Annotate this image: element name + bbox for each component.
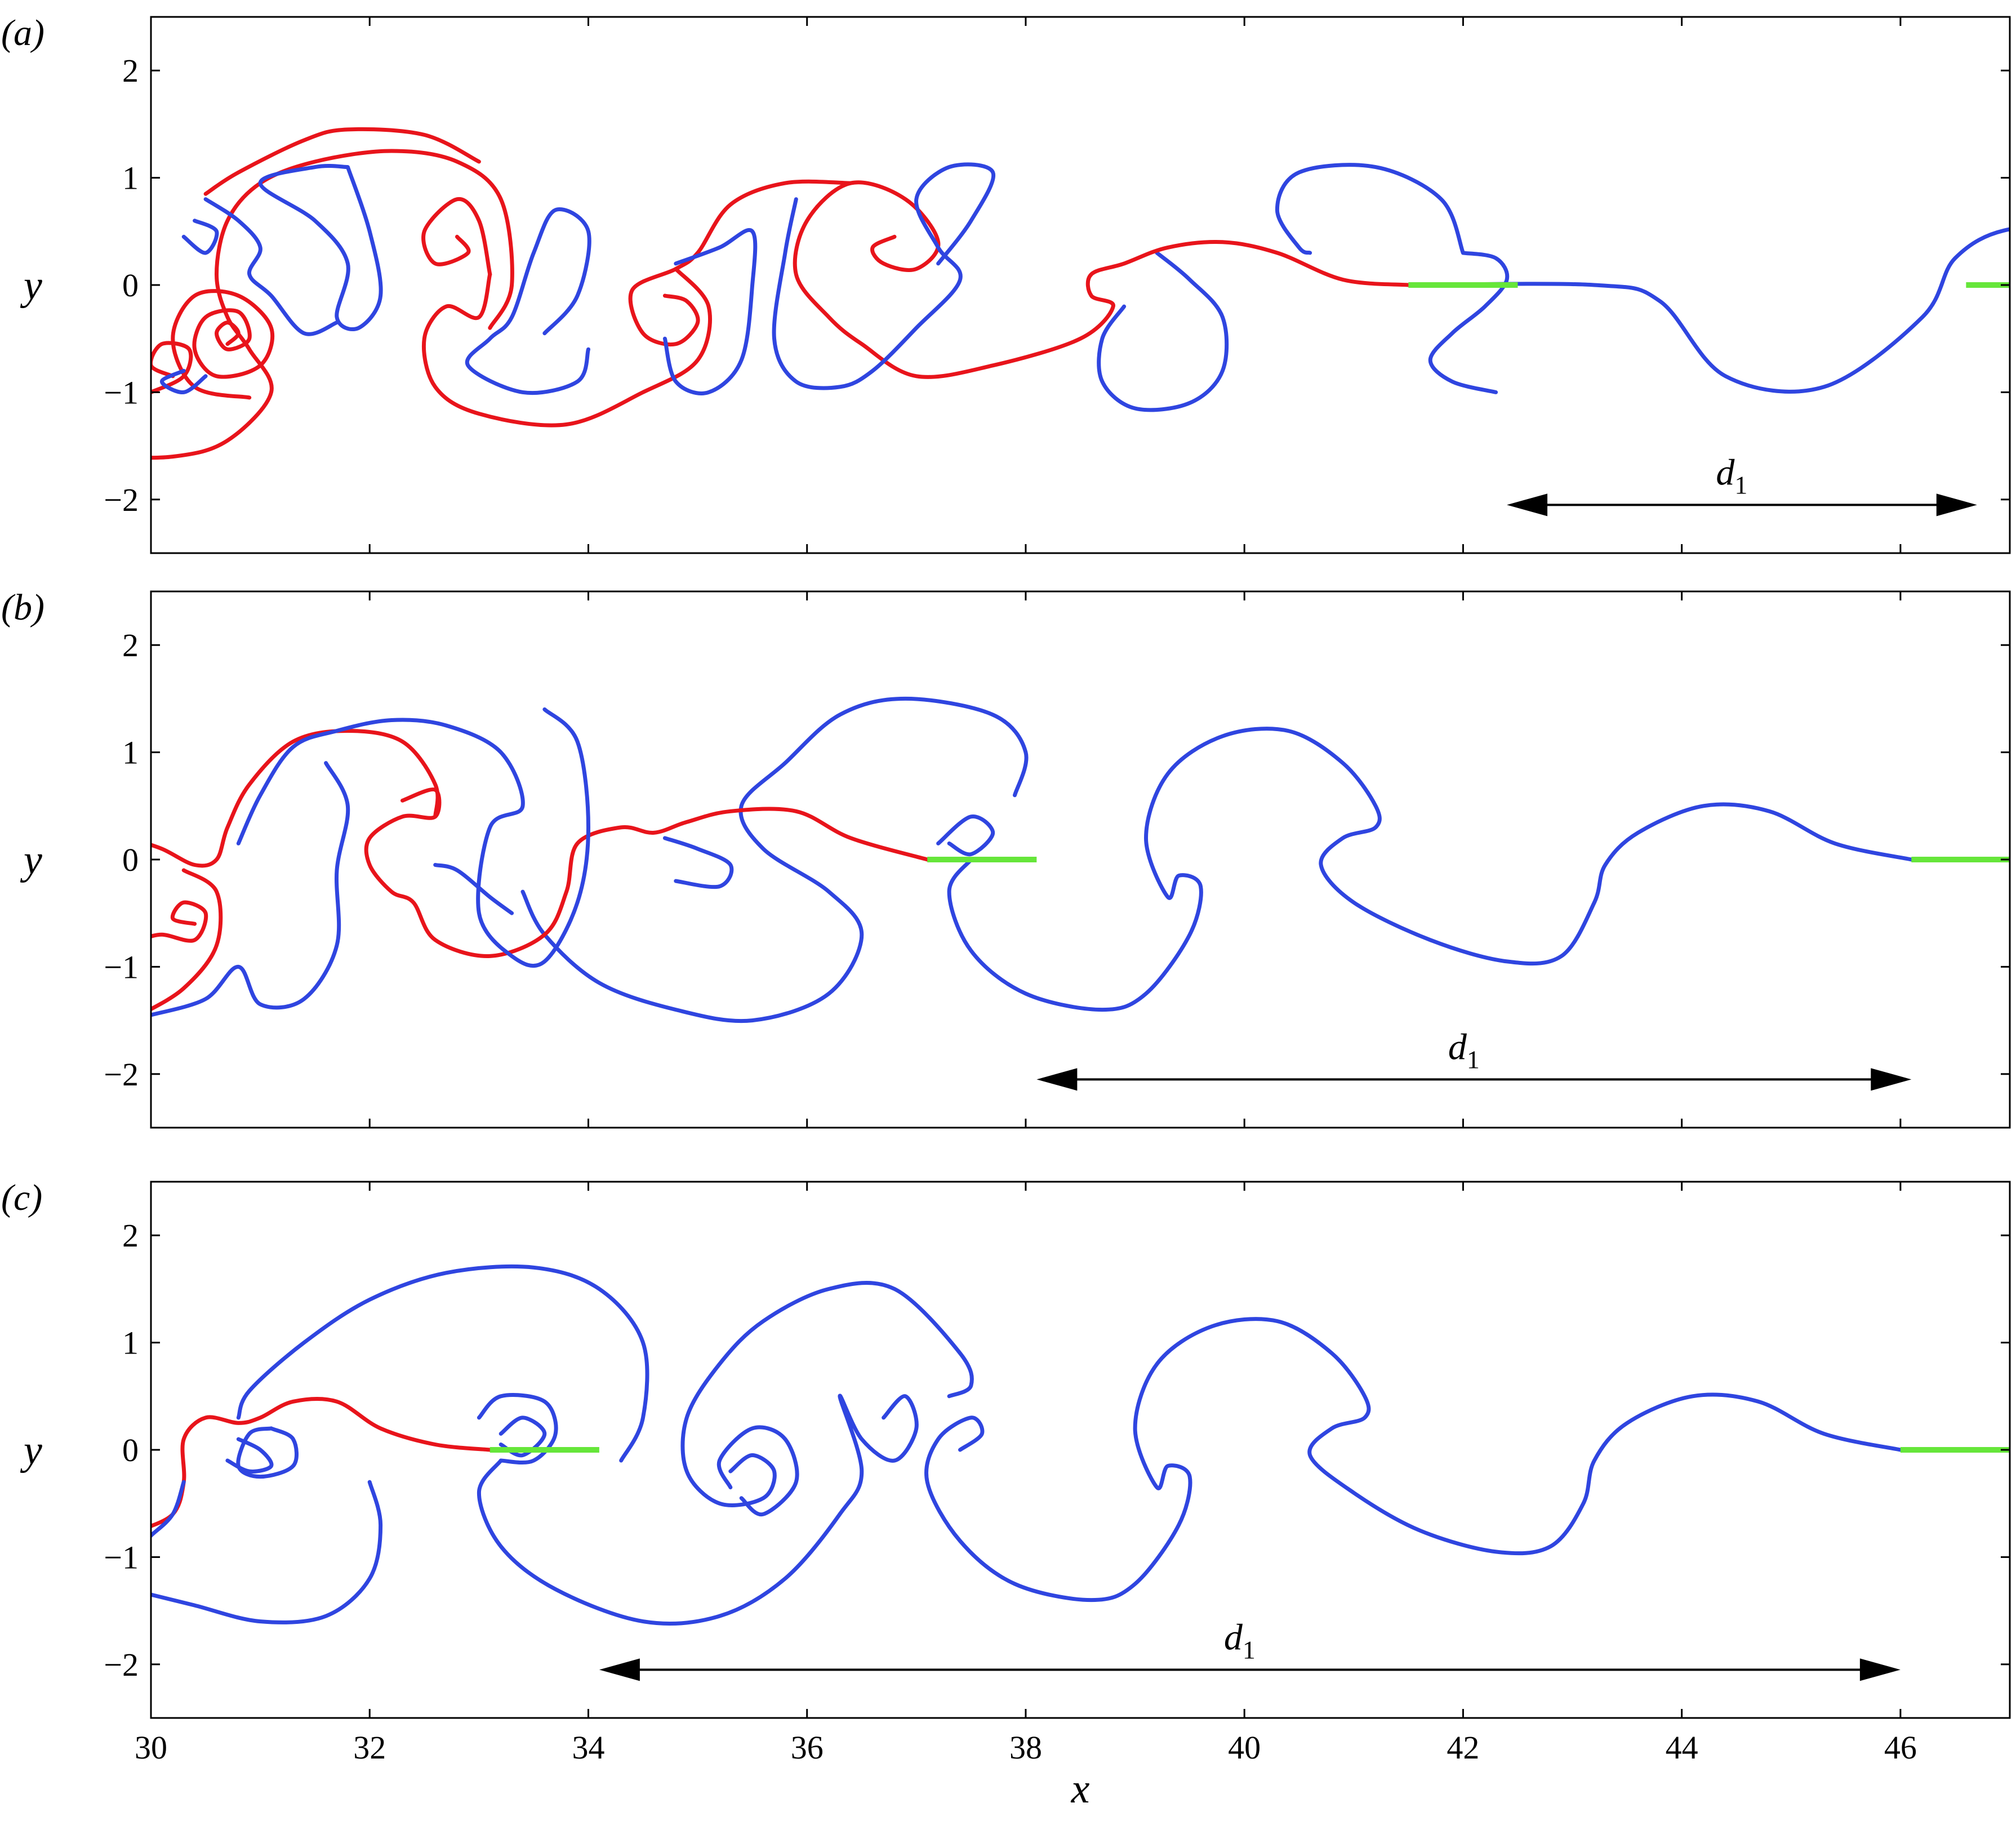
y-tick-label: 1 xyxy=(122,734,139,771)
blue-interface-curve xyxy=(772,162,996,390)
y-tick-label: 2 xyxy=(122,52,139,89)
blue-interface-curve xyxy=(680,1280,974,1507)
y-tick-label: 0 xyxy=(122,842,139,878)
blue-interface-curve xyxy=(151,761,350,1017)
y-tick-label: 2 xyxy=(122,1217,139,1254)
d1-label: d1 xyxy=(1448,1026,1480,1074)
y-tick-label: 1 xyxy=(122,1325,139,1361)
arrow-head-right xyxy=(1871,1068,1912,1091)
y-tick-label: −1 xyxy=(104,1539,139,1575)
series-group xyxy=(151,1264,2010,1626)
y-axis-title: y xyxy=(20,1427,42,1473)
x-tick-label: 36 xyxy=(791,1729,824,1766)
blue-interface-curve xyxy=(433,863,514,915)
arrow-head-right xyxy=(1936,493,1977,517)
blue-interface-curve xyxy=(181,219,219,255)
blue-interface-curve xyxy=(236,1264,649,1463)
x-tick-label: 44 xyxy=(1666,1729,1698,1766)
y-tick-label: −1 xyxy=(104,374,139,411)
d1-arrow: d1 xyxy=(1036,1026,1912,1091)
red-interface-curve xyxy=(151,868,223,1012)
blue-interface-curve xyxy=(499,1415,547,1458)
panel-3: 30 32 34 36 38 40 42 44 46 −2 −1 0 1 2 (c) y x d1 xyxy=(1,1177,2011,1812)
blue-interface-curve xyxy=(477,1394,919,1626)
x-tick-label: 42 xyxy=(1447,1729,1479,1766)
d1-arrow: d1 xyxy=(599,1617,1901,1681)
blue-interface-curve xyxy=(662,228,758,395)
blue-interface-curve xyxy=(151,1480,186,1539)
blue-interface-curve xyxy=(1428,251,1510,394)
blue-interface-curve xyxy=(236,707,590,968)
blue-interface-curve xyxy=(151,1480,383,1624)
y-tick-label: 2 xyxy=(122,627,139,664)
red-interface-curve xyxy=(203,127,481,196)
red-interface-curve xyxy=(151,900,208,943)
x-axis-title: x xyxy=(1071,1766,1090,1812)
y-axis-title: y xyxy=(20,262,42,309)
blue-interface-curve xyxy=(936,814,995,857)
y-tick-label: −2 xyxy=(104,1056,139,1093)
blue-interface-curve xyxy=(159,368,208,394)
y-tick-label: 0 xyxy=(122,267,139,304)
red-interface-curve xyxy=(151,341,193,394)
red-interface-curve xyxy=(628,179,853,346)
y-tick-label: 1 xyxy=(122,160,139,197)
y-tick-label: −2 xyxy=(104,482,139,518)
blue-interface-curve xyxy=(258,163,383,332)
x-tick-label: 30 xyxy=(135,1729,167,1766)
x-tick-label: 38 xyxy=(1009,1729,1042,1766)
arrow-head-left xyxy=(1507,493,1548,517)
red-interface-curve xyxy=(422,266,712,428)
panel-label: (a) xyxy=(1,12,44,54)
panel-2: −2 −1 0 1 2 (b) y d1 xyxy=(1,587,2011,1129)
arrow-head-left xyxy=(599,1658,640,1681)
series-group xyxy=(151,696,2010,1023)
arrow-head-right xyxy=(1859,1658,1901,1681)
blue-interface-curve xyxy=(520,696,1029,1023)
blue-interface-curve xyxy=(225,1437,274,1473)
d1-label: d1 xyxy=(1716,452,1747,499)
blue-interface-curve xyxy=(203,197,339,336)
d1-label: d1 xyxy=(1224,1617,1256,1664)
x-tick-label: 34 xyxy=(572,1729,604,1766)
panel-label: (b) xyxy=(1,587,44,628)
panel-1: −2 −1 0 1 2 (a) y d1 xyxy=(1,12,2011,554)
blue-interface-curve xyxy=(947,727,1913,1012)
blue-interface-curve xyxy=(1406,227,2010,394)
blue-interface-curve xyxy=(1275,163,1465,255)
x-tick-label: 46 xyxy=(1884,1729,1917,1766)
y-tick-label: 0 xyxy=(122,1432,139,1468)
blue-interface-curve xyxy=(924,1317,1903,1602)
blue-interface-curve xyxy=(465,207,591,395)
red-interface-curve xyxy=(151,149,514,460)
blue-interface-curve xyxy=(662,836,734,889)
d1-arrow: d1 xyxy=(1507,452,1977,517)
series-group xyxy=(151,127,2010,460)
blue-interface-curve xyxy=(477,1393,558,1465)
blue-interface-curve xyxy=(236,1426,299,1479)
axes-frame xyxy=(150,1181,2011,1719)
blue-interface-curve xyxy=(1097,251,1229,412)
red-interface-curve xyxy=(151,729,440,868)
red-interface-curve xyxy=(171,289,275,400)
arrow-head-left xyxy=(1036,1068,1078,1091)
y-tick-label: −1 xyxy=(104,949,139,985)
red-interface-curve xyxy=(421,197,492,277)
blue-interface-curve xyxy=(716,1425,799,1517)
y-axis-title: y xyxy=(20,837,42,883)
axes-frame xyxy=(150,590,2011,1129)
red-interface-curve xyxy=(364,787,929,958)
red-interface-curve xyxy=(793,180,1410,379)
x-tick-label: 40 xyxy=(1228,1729,1261,1766)
y-tick-label: −2 xyxy=(104,1646,139,1683)
red-interface-curve xyxy=(151,1397,492,1529)
x-tick-label: 32 xyxy=(353,1729,386,1766)
panel-label: (c) xyxy=(1,1177,42,1218)
